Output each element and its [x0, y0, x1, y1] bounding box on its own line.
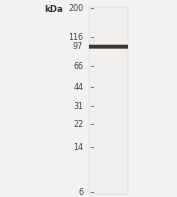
Bar: [89, 45, 128, 48]
Text: –: –: [88, 4, 94, 13]
Text: kDa: kDa: [44, 5, 63, 14]
Text: –: –: [88, 143, 94, 152]
Text: –: –: [88, 62, 94, 71]
Text: –: –: [88, 42, 94, 51]
Text: 44: 44: [73, 84, 83, 92]
Text: –: –: [88, 188, 94, 197]
Text: 31: 31: [73, 102, 83, 111]
Text: 6: 6: [78, 188, 83, 197]
Text: 22: 22: [73, 120, 83, 129]
Text: 200: 200: [68, 4, 83, 13]
Bar: [89, 7, 128, 194]
Text: –: –: [88, 84, 94, 92]
Text: 116: 116: [68, 33, 83, 42]
Bar: [89, 44, 128, 45]
Text: –: –: [88, 102, 94, 111]
Text: –: –: [88, 120, 94, 129]
Text: –: –: [88, 33, 94, 42]
Text: 66: 66: [73, 62, 83, 71]
Bar: [89, 48, 128, 49]
Text: 97: 97: [73, 42, 83, 51]
Text: 14: 14: [73, 143, 83, 152]
